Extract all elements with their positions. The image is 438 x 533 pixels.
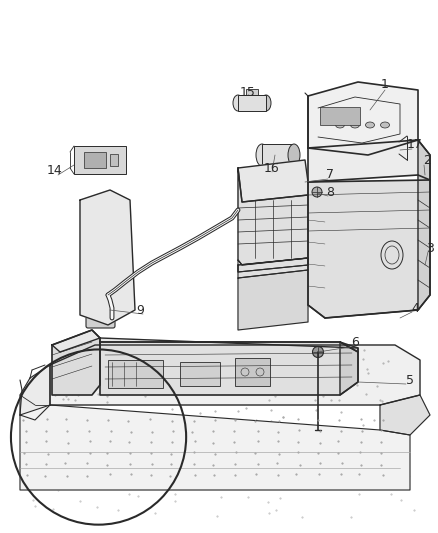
FancyBboxPatch shape bbox=[74, 146, 126, 174]
Polygon shape bbox=[308, 180, 430, 318]
FancyBboxPatch shape bbox=[110, 154, 118, 166]
Ellipse shape bbox=[256, 144, 268, 166]
FancyBboxPatch shape bbox=[246, 89, 258, 96]
Polygon shape bbox=[238, 168, 308, 265]
Ellipse shape bbox=[376, 138, 394, 158]
FancyBboxPatch shape bbox=[320, 107, 360, 125]
Ellipse shape bbox=[336, 122, 345, 128]
Text: 15: 15 bbox=[240, 86, 256, 100]
Text: 16: 16 bbox=[264, 161, 280, 174]
Polygon shape bbox=[238, 160, 308, 202]
Text: 7: 7 bbox=[326, 168, 334, 182]
Ellipse shape bbox=[381, 122, 389, 128]
FancyBboxPatch shape bbox=[238, 95, 266, 111]
Text: 8: 8 bbox=[326, 187, 334, 199]
Polygon shape bbox=[238, 258, 308, 278]
Polygon shape bbox=[308, 82, 418, 155]
Ellipse shape bbox=[261, 95, 271, 111]
Polygon shape bbox=[52, 330, 100, 352]
Ellipse shape bbox=[288, 144, 300, 166]
Text: 3: 3 bbox=[426, 241, 434, 254]
Text: 5: 5 bbox=[406, 374, 414, 386]
Polygon shape bbox=[100, 338, 358, 352]
Text: 4: 4 bbox=[411, 302, 419, 314]
Polygon shape bbox=[238, 270, 308, 330]
Ellipse shape bbox=[312, 187, 322, 197]
Text: 17: 17 bbox=[407, 139, 423, 151]
Text: 1: 1 bbox=[381, 78, 389, 92]
Text: 9: 9 bbox=[136, 303, 144, 317]
Polygon shape bbox=[20, 365, 50, 420]
Text: 6: 6 bbox=[351, 336, 359, 350]
Text: 14: 14 bbox=[47, 164, 63, 176]
Polygon shape bbox=[340, 342, 358, 395]
Polygon shape bbox=[80, 190, 135, 325]
Ellipse shape bbox=[350, 122, 360, 128]
FancyBboxPatch shape bbox=[84, 152, 106, 168]
FancyBboxPatch shape bbox=[262, 144, 294, 166]
Ellipse shape bbox=[233, 95, 243, 111]
Polygon shape bbox=[238, 258, 308, 272]
FancyBboxPatch shape bbox=[180, 362, 220, 386]
FancyBboxPatch shape bbox=[235, 358, 270, 386]
Polygon shape bbox=[52, 330, 100, 395]
Polygon shape bbox=[380, 395, 430, 435]
Polygon shape bbox=[100, 342, 358, 395]
Polygon shape bbox=[50, 345, 420, 405]
Ellipse shape bbox=[365, 122, 374, 128]
Ellipse shape bbox=[371, 133, 399, 163]
FancyBboxPatch shape bbox=[86, 306, 115, 328]
Polygon shape bbox=[418, 140, 430, 310]
Ellipse shape bbox=[312, 346, 324, 358]
Polygon shape bbox=[308, 140, 430, 182]
Text: 2: 2 bbox=[423, 154, 431, 166]
Polygon shape bbox=[20, 405, 410, 490]
FancyBboxPatch shape bbox=[108, 360, 163, 388]
